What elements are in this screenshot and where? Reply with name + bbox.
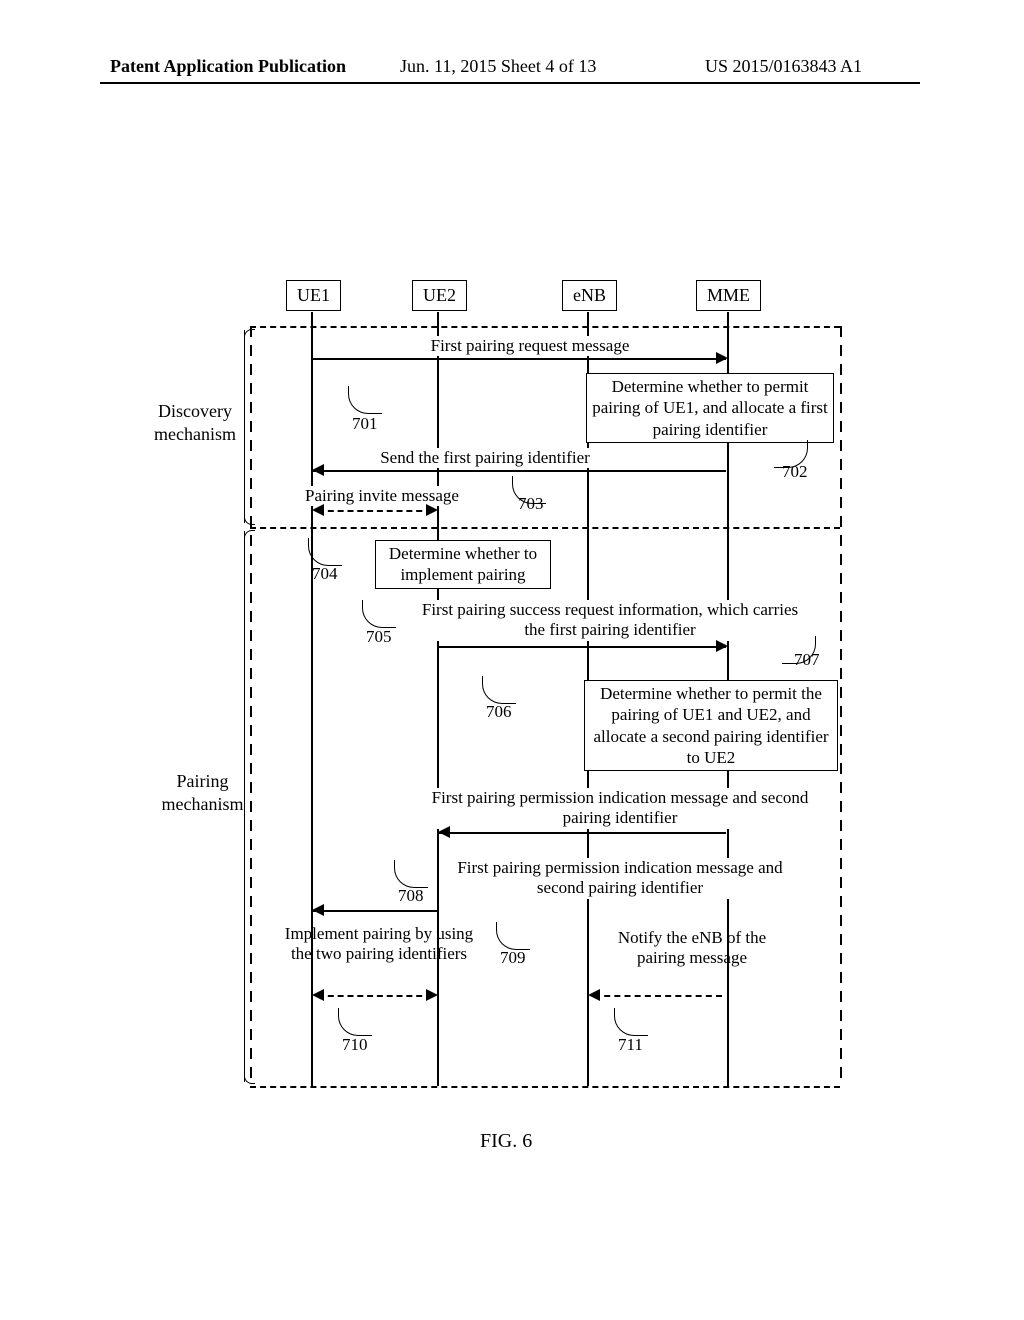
msg-703-arrow xyxy=(312,464,324,476)
callout-709 xyxy=(496,922,530,950)
figure-label: FIG. 6 xyxy=(480,1130,532,1153)
msg-704-label: Pairing invite message xyxy=(282,486,482,506)
msg-708-label: First pairing permission indication mess… xyxy=(420,788,820,829)
callout-711 xyxy=(614,1008,648,1036)
num-701: 701 xyxy=(352,414,378,434)
num-710: 710 xyxy=(342,1035,368,1055)
msg-703-label: Send the first pairing identifier xyxy=(340,448,630,468)
actor-ue1: UE1 xyxy=(286,280,341,311)
msg-701-arrow xyxy=(716,352,728,364)
msg-711-label: Notify the eNB of the pairing message xyxy=(596,928,788,969)
lifeline-ue2 xyxy=(437,312,439,1086)
msg-710-line xyxy=(318,995,432,997)
num-703: 703 xyxy=(518,494,544,514)
callout-701 xyxy=(348,386,382,414)
brace-discovery xyxy=(244,330,245,523)
region-bottom xyxy=(250,1086,840,1088)
callout-705 xyxy=(362,600,396,628)
callout-706 xyxy=(482,676,516,704)
callout-708 xyxy=(394,860,428,888)
num-711: 711 xyxy=(618,1035,643,1055)
num-706: 706 xyxy=(486,702,512,722)
box-705: Determine whether to implement pairing xyxy=(375,540,551,589)
callout-704 xyxy=(308,538,342,566)
msg-706-line xyxy=(438,646,726,648)
msg-710-arrow-r xyxy=(426,989,438,1001)
num-709: 709 xyxy=(500,948,526,968)
msg-703-line xyxy=(312,470,726,472)
actor-ue2: UE2 xyxy=(412,280,467,311)
msg-711-line xyxy=(594,995,722,997)
callout-710 xyxy=(338,1008,372,1036)
num-708: 708 xyxy=(398,886,424,906)
msg-710-label: Implement pairing by using the two pairi… xyxy=(284,924,474,965)
msg-709-arrow xyxy=(312,904,324,916)
num-704: 704 xyxy=(312,564,338,584)
msg-706-label: First pairing success request informatio… xyxy=(420,600,800,641)
region-mid xyxy=(250,527,840,529)
num-705: 705 xyxy=(366,627,392,647)
brace-pairing xyxy=(244,531,245,1082)
lifeline-ue1 xyxy=(311,312,313,1086)
label-pairing: Pairing mechanism xyxy=(155,770,250,817)
box-707: Determine whether to permit the pairing … xyxy=(584,680,838,771)
actor-enb: eNB xyxy=(562,280,617,311)
msg-709-line xyxy=(312,910,438,912)
region-top xyxy=(250,326,840,328)
num-707: 707 xyxy=(794,650,820,670)
label-pairing-text: Pairing mechanism xyxy=(155,770,250,817)
label-discovery: Discovery mechanism xyxy=(145,400,245,447)
msg-709-label: First pairing permission indication mess… xyxy=(450,858,790,899)
msg-708-line xyxy=(438,832,726,834)
msg-704-line xyxy=(318,510,432,512)
num-702: 702 xyxy=(782,462,808,482)
box-702: Determine whether to permit pairing of U… xyxy=(586,373,834,443)
msg-701-label: First pairing request message xyxy=(380,336,680,356)
actor-mme: MME xyxy=(696,280,761,311)
msg-701-line xyxy=(312,358,726,360)
msg-711-arrow xyxy=(588,989,600,1001)
sequence-diagram: UE1 UE2 eNB MME Discovery mechanism Pair… xyxy=(0,0,1024,1320)
msg-710-arrow-l xyxy=(312,989,324,1001)
msg-704-arrow-r xyxy=(426,504,438,516)
msg-706-arrow xyxy=(716,640,728,652)
msg-708-arrow xyxy=(438,826,450,838)
msg-704-arrow-l xyxy=(312,504,324,516)
label-discovery-text: Discovery mechanism xyxy=(145,400,245,447)
